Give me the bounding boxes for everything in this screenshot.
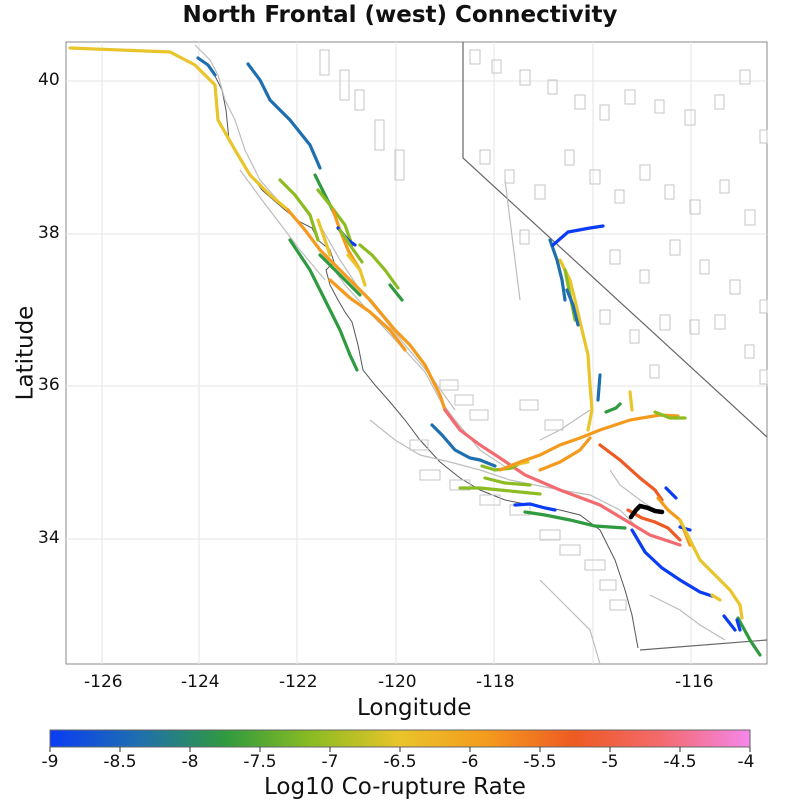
fault-trace-35 bbox=[604, 402, 622, 414]
fault-trace-3 bbox=[443, 408, 682, 547]
fault-trace-23 bbox=[458, 486, 542, 496]
fault-trace-1 bbox=[68, 46, 290, 212]
colorbar-tick-label: -8 bbox=[181, 752, 199, 772]
fault-trace-48 bbox=[710, 593, 722, 602]
fault-trace-5 bbox=[196, 56, 217, 77]
fault-trace-41 bbox=[664, 486, 678, 500]
colorbar-label: Log10 Co-rupture Rate bbox=[264, 774, 526, 800]
colorbar-tick-label: -9 bbox=[41, 752, 59, 772]
coastal-fault-boxes bbox=[409, 379, 627, 611]
fault-trace-18 bbox=[316, 218, 332, 257]
colorbar-tick-label: -4.5 bbox=[663, 752, 697, 772]
fault-trace-26 bbox=[523, 510, 627, 530]
fault-trace-14 bbox=[358, 243, 400, 290]
fault-trace-2 bbox=[286, 208, 447, 412]
coastline bbox=[211, 69, 639, 649]
y-tick-label: 38 bbox=[38, 223, 60, 243]
y-tick-label: 40 bbox=[38, 70, 60, 90]
fault-trace-29 bbox=[558, 258, 594, 432]
fault-trace-33 bbox=[565, 288, 580, 327]
fault-trace-46 bbox=[722, 614, 737, 632]
fault-trace-4 bbox=[246, 62, 322, 170]
co-rupture-faults bbox=[68, 46, 762, 657]
fault-trace-36 bbox=[628, 390, 634, 412]
colorbar-tick-label: -6 bbox=[461, 752, 479, 772]
fault-trace-45 bbox=[736, 616, 762, 657]
colorbar-tick-label: -4 bbox=[737, 752, 755, 772]
state-boundary bbox=[462, 42, 768, 651]
fault-trace-6 bbox=[278, 178, 320, 242]
fault-trace-20 bbox=[478, 458, 497, 468]
fault-trace-39 bbox=[626, 508, 682, 542]
colorbar-tick-label: -5.5 bbox=[523, 752, 557, 772]
x-tick-label: -126 bbox=[84, 672, 123, 692]
fault-trace-8 bbox=[316, 188, 354, 247]
fault-trace-47 bbox=[735, 618, 742, 632]
colorbar bbox=[49, 729, 751, 748]
colorbar-tick-label: -6.5 bbox=[383, 752, 417, 772]
y-axis-label: Latitude bbox=[12, 305, 39, 401]
fault-trace-28 bbox=[538, 436, 592, 472]
colorbar-ticks bbox=[49, 747, 751, 752]
chart-title: North Frontal (west) Connectivity bbox=[182, 2, 618, 28]
fault-trace-30 bbox=[548, 238, 567, 302]
background-fault-boxes bbox=[319, 49, 768, 385]
fault-trace-25 bbox=[513, 502, 557, 512]
source-fault bbox=[628, 503, 665, 520]
fault-trace-44 bbox=[630, 528, 714, 598]
fault-trace-10 bbox=[288, 238, 359, 372]
fault-trace-16 bbox=[388, 283, 404, 302]
x-tick-label: -124 bbox=[181, 672, 220, 692]
fault-trace-34 bbox=[596, 373, 602, 402]
fault-trace-15 bbox=[346, 253, 367, 287]
fault-trace-19 bbox=[430, 423, 482, 462]
colorbar-tick-label: -5 bbox=[601, 752, 619, 772]
x-axis-label: Longitude bbox=[357, 695, 472, 721]
fault-trace-24 bbox=[483, 476, 532, 487]
fault-trace-43 bbox=[678, 518, 744, 620]
y-tick-label: 36 bbox=[38, 375, 60, 395]
fault-trace-38 bbox=[598, 443, 664, 502]
fault-trace-37 bbox=[653, 410, 687, 420]
fault-trace-13 bbox=[338, 228, 364, 264]
x-tick-label: -118 bbox=[476, 672, 515, 692]
gridlines bbox=[66, 42, 767, 664]
colorbar-tick-label: -8.5 bbox=[103, 752, 137, 772]
x-tick-label: -116 bbox=[675, 672, 714, 692]
fault-trace-27 bbox=[498, 413, 680, 472]
x-tick-label: -122 bbox=[279, 672, 318, 692]
colorbar-tick-label: -7 bbox=[321, 752, 339, 772]
colorbar-tick-label: -7.5 bbox=[243, 752, 277, 772]
y-tick-label: 34 bbox=[38, 528, 60, 548]
fault-trace-31 bbox=[551, 224, 605, 247]
x-tick-label: -120 bbox=[378, 672, 417, 692]
fault-trace-17 bbox=[328, 278, 407, 352]
fault-trace-11 bbox=[318, 253, 362, 297]
